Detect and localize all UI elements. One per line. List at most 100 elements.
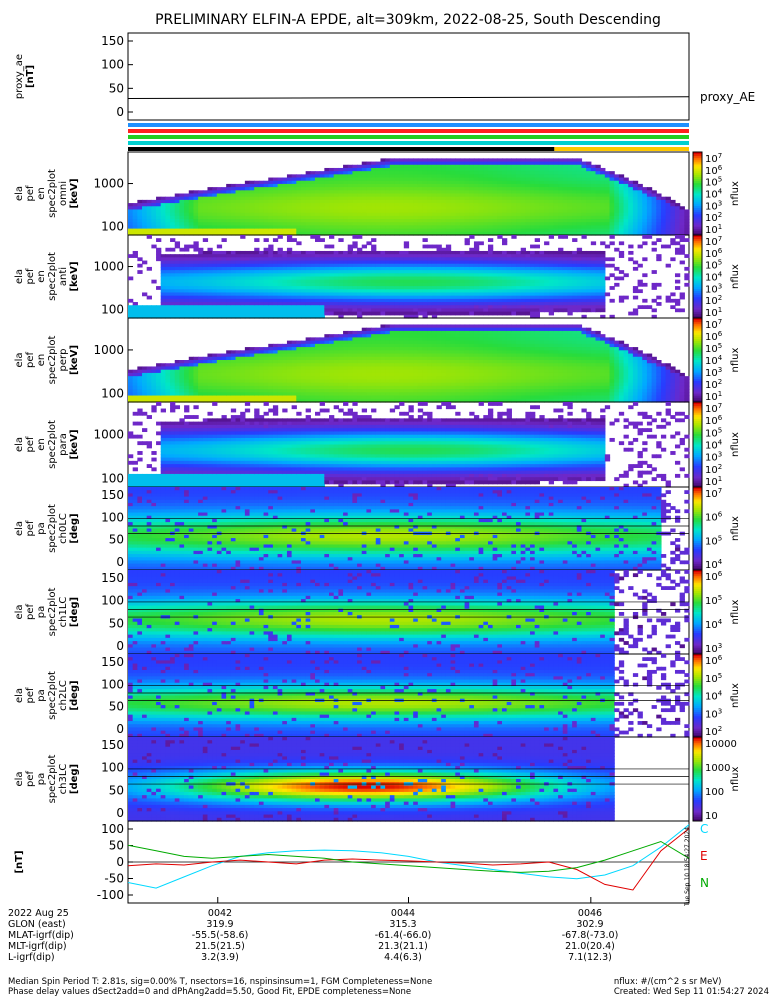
heatmap-cell [394,289,400,294]
heatmap-cell [385,193,391,198]
heatmap-cell [366,206,372,211]
heatmap-cell [609,209,615,214]
heatmap-cell [548,171,555,175]
heatmap-cell [590,228,597,233]
heatmap-cell [235,254,241,258]
heatmap-cell [240,212,246,217]
heatmap-cell [202,360,209,364]
heatmap-cell [553,282,559,287]
heatmap-cell [357,215,363,220]
heatmap-cell [254,196,260,201]
heatmap-cell [272,282,279,287]
heatmap-cell [258,203,265,207]
heatmap-cell [660,228,667,233]
heatmap-cell [357,222,363,227]
heatmap-cell [478,209,484,214]
heatmap-cell [459,298,466,303]
heatmap-cell [427,161,433,166]
heatmap-cell [333,167,339,172]
heatmap-cell [614,228,620,233]
heatmap-cell [240,254,246,258]
heatmap-cell [516,212,522,217]
heatmap-cell [567,161,573,166]
heatmap-cell [436,158,442,163]
heatmap-cell [502,238,508,242]
heatmap-cell [516,203,522,207]
heatmap-cell [539,298,545,303]
heatmap-cell [455,289,461,294]
heatmap-cell [422,206,428,211]
heatmap-cell [558,254,564,258]
heatmap-cell [394,209,400,214]
heatmap-cell [198,308,204,313]
heatmap-cell [300,311,307,316]
heatmap-cell [179,282,185,287]
heatmap-cell [483,257,489,262]
heatmap-cell [305,289,311,294]
heatmap-cell [235,369,241,374]
heatmap-cell [436,292,442,297]
heatmap-cell [212,369,218,374]
heatmap-cell [492,167,498,172]
heatmap-cell [502,206,508,211]
heatmap-cell [170,363,176,368]
heatmap-cell [558,286,564,290]
heatmap-cell [146,225,152,230]
heatmap-cell [226,270,232,274]
heatmap-cell [347,289,353,294]
heatmap-cell [595,302,601,306]
heatmap-cell [492,190,498,195]
heatmap-cell [380,308,386,313]
heatmap-cell [483,203,489,207]
heatmap-cell [464,167,470,172]
heatmap-cell [366,263,372,268]
heatmap-cell [674,203,681,207]
heatmap-cell [156,369,162,374]
heatmap-cell [216,190,223,195]
colorbar-segment [693,226,702,230]
heatmap-cell [408,164,414,169]
heatmap-cell [628,196,634,201]
heatmap-cell [296,241,302,246]
heatmap-cell [586,302,592,306]
colorbar-segment [693,280,702,284]
heatmap-cell [338,308,344,313]
heatmap-cell [146,314,152,319]
heatmap-cell [408,209,414,214]
heatmap-cell [165,209,171,214]
heatmap-cell [436,247,442,252]
heatmap-cell [511,311,517,316]
heatmap-cell [286,282,293,287]
heatmap-cell [525,250,531,255]
heatmap-cell [665,222,671,227]
heatmap-cell [142,379,148,384]
heatmap-cell [291,314,297,319]
heatmap-cell [347,203,353,207]
heatmap-cell [338,282,344,287]
heatmap-cell [408,174,414,179]
heatmap-cell [525,266,531,271]
heatmap-cell [305,286,311,290]
heatmap-cell [216,308,223,313]
heatmap-cell [324,193,330,198]
heatmap-cell [338,292,344,297]
heatmap-cell [441,254,447,258]
heatmap-cell [329,244,335,249]
heatmap-cell [483,206,489,211]
heatmap-cell [207,398,213,403]
colorbar-segment [693,253,702,257]
heatmap-cell [548,199,555,204]
heatmap-cell [244,395,251,400]
heatmap-cell [361,215,368,220]
heatmap-cell [296,305,302,310]
heatmap-cell [614,180,620,185]
heatmap-cell [595,228,601,233]
heatmap-cell [198,382,204,387]
heatmap-cell [212,305,218,310]
heatmap-cell [263,180,269,185]
heatmap-cell [300,305,307,310]
heatmap-cell [254,180,260,185]
status-bar [128,123,689,127]
heatmap-cell [272,193,279,198]
ytick-label: 1000 [93,260,124,274]
